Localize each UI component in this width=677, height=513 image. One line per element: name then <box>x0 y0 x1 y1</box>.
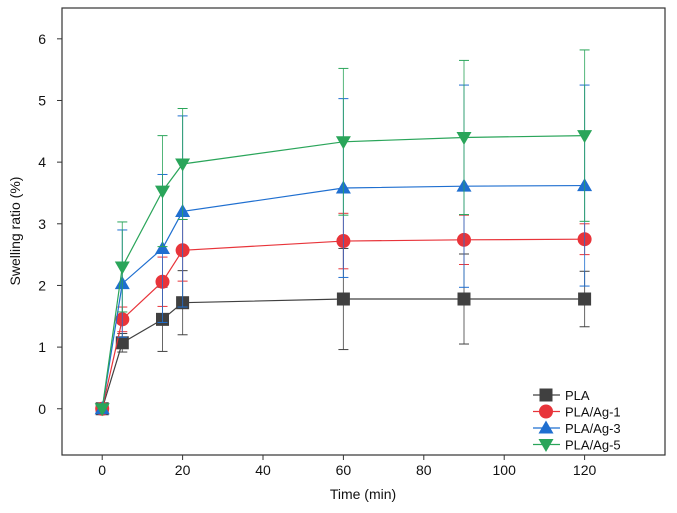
x-tick-label: 120 <box>573 462 597 478</box>
legend-marker <box>539 404 553 419</box>
data-point <box>155 240 170 254</box>
x-tick-label: 100 <box>493 462 517 478</box>
x-tick-label: 60 <box>336 462 352 478</box>
y-tick-label: 3 <box>38 216 46 232</box>
y-tick-label: 1 <box>38 339 46 355</box>
data-point <box>335 136 351 150</box>
legend-marker <box>538 420 554 434</box>
data-point <box>155 185 170 199</box>
legend-marker <box>538 439 554 452</box>
x-tick-label: 20 <box>175 462 191 478</box>
x-axis-label: Time (min) <box>330 486 396 502</box>
y-tick-label: 2 <box>38 277 46 293</box>
y-tick-label: 0 <box>38 401 46 417</box>
x-tick-label: 80 <box>416 462 432 478</box>
x-tick-label: 0 <box>98 462 106 478</box>
series-pla-ag-5 <box>94 49 593 417</box>
data-point <box>175 158 191 172</box>
data-point <box>578 292 592 306</box>
y-axis-label: Swelling ratio (%) <box>7 177 23 286</box>
legend-label: PLA/Ag-3 <box>565 421 621 436</box>
y-tick-label: 6 <box>38 31 46 47</box>
y-tick-label: 4 <box>38 154 46 170</box>
plot-frame <box>61 7 666 456</box>
data-point <box>115 336 129 350</box>
legend-marker <box>539 388 553 402</box>
data-point <box>577 130 593 144</box>
legend-label: PLA/Ag-1 <box>565 405 621 420</box>
legend-label: PLA/Ag-5 <box>565 438 621 453</box>
y-tick-label: 5 <box>38 92 46 108</box>
data-point <box>94 403 110 417</box>
data-point <box>114 261 130 275</box>
data-point <box>457 292 471 306</box>
data-point <box>456 131 472 145</box>
legend-label: PLA <box>565 388 590 403</box>
data-point <box>336 292 350 306</box>
x-tick-label: 40 <box>255 462 271 478</box>
